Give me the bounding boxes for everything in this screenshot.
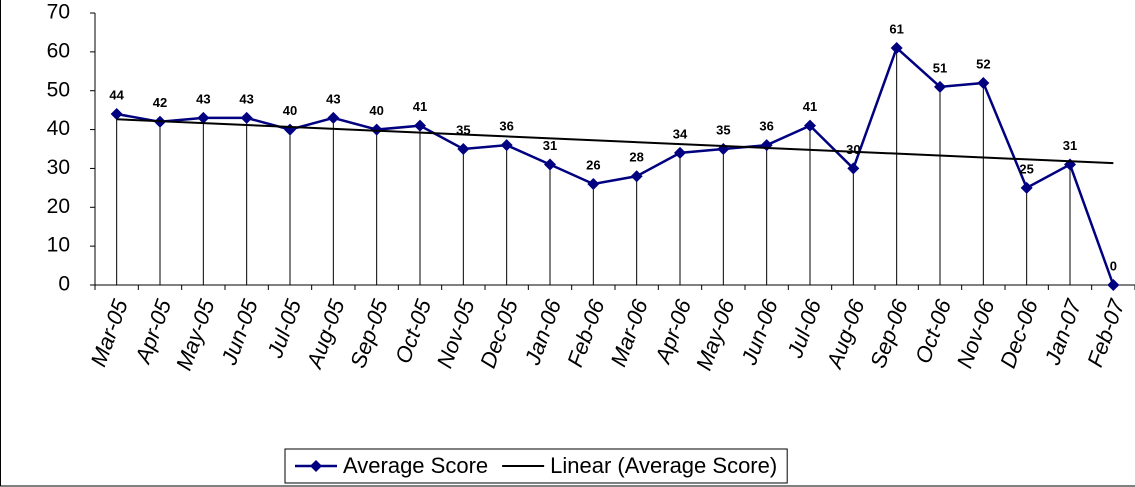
- marker: [544, 158, 556, 171]
- y-tick-label: 10: [47, 234, 70, 257]
- data-label: 31: [543, 138, 557, 153]
- marker: [197, 111, 210, 124]
- x-tick-label: Jul-06: [782, 295, 827, 362]
- marker: [110, 108, 123, 121]
- x-tick-label: May-06: [691, 295, 740, 373]
- data-label: 61: [889, 21, 903, 36]
- x-tick-label: Jun-06: [736, 295, 783, 368]
- data-label: 52: [976, 56, 990, 71]
- x-tick-label: Apr-06: [650, 295, 697, 368]
- x-tick-label: May-05: [171, 295, 220, 373]
- marker: [457, 143, 470, 155]
- data-label: 41: [413, 99, 427, 114]
- x-tick-label: Nov-06: [952, 295, 1000, 371]
- y-tick-label: 40: [47, 117, 70, 140]
- marker: [717, 143, 730, 155]
- data-label: 34: [673, 126, 688, 141]
- data-label: 31: [1063, 138, 1077, 153]
- y-tick-label: 20: [47, 195, 70, 218]
- data-label: 43: [239, 91, 253, 106]
- legend: Average Score Linear (Average Score): [284, 448, 788, 484]
- x-tick-label: Feb-07: [1082, 295, 1130, 370]
- x-tick-label: Jan-07: [1039, 295, 1086, 368]
- x-tick-label: Nov-05: [432, 295, 480, 371]
- series-line: [116, 45, 1115, 286]
- x-tick-label: Dec-06: [995, 295, 1043, 371]
- x-tick-label: Apr-05: [130, 295, 177, 368]
- x-tick-label: Oct-06: [910, 295, 956, 366]
- data-label: 40: [283, 103, 297, 118]
- x-tick-label: Jul-05: [262, 295, 307, 362]
- y-tick-label: 70: [47, 1, 70, 24]
- y-tick-label: 30: [47, 156, 70, 179]
- x-tick-label: Sep-06: [865, 295, 913, 371]
- x-tick-label: Aug-05: [301, 295, 350, 373]
- data-label: 0: [1110, 258, 1117, 273]
- x-tick-label: Jan-06: [519, 295, 566, 368]
- marker: [284, 123, 296, 136]
- y-tick-label: 0: [58, 273, 70, 296]
- marker: [370, 123, 383, 136]
- marker: [630, 170, 643, 183]
- marker: [500, 139, 513, 152]
- legend-marker: [310, 460, 322, 472]
- data-label: 26: [586, 157, 600, 172]
- data-label: 35: [716, 122, 730, 137]
- marker: [674, 146, 686, 159]
- x-tick-label: Feb-06: [562, 295, 610, 370]
- x-tick-label: Jun-05: [216, 295, 263, 368]
- marker: [587, 177, 600, 190]
- data-label: 28: [629, 150, 643, 165]
- marker: [760, 139, 773, 152]
- trendline: [116, 118, 1114, 165]
- marker: [934, 80, 946, 93]
- marker: [890, 41, 903, 54]
- legend-label: Linear (Average Score): [550, 453, 777, 478]
- data-label: 40: [369, 103, 383, 118]
- marker: [804, 119, 816, 132]
- y-tick-label: 60: [47, 39, 70, 62]
- data-label: 43: [326, 91, 340, 106]
- marker: [240, 111, 253, 124]
- x-tick-label: Mar-06: [606, 295, 653, 369]
- x-tick-label: Mar-05: [86, 295, 133, 369]
- marker: [1107, 279, 1120, 291]
- data-label: 44: [109, 87, 124, 102]
- data-label: 41: [803, 99, 817, 114]
- marker: [1020, 181, 1033, 194]
- data-label: 36: [499, 119, 513, 134]
- data-label: 43: [196, 91, 210, 106]
- marker: [414, 119, 426, 132]
- marker: [847, 162, 860, 175]
- data-label: 51: [933, 60, 947, 75]
- x-tick-label: Oct-05: [390, 295, 436, 366]
- x-tick-label: Dec-05: [475, 295, 523, 371]
- x-tick-label: Sep-05: [345, 295, 393, 371]
- x-tick-label: Aug-06: [821, 295, 870, 373]
- data-label: 25: [1019, 161, 1033, 176]
- data-label: 30: [846, 142, 860, 157]
- marker: [977, 76, 990, 89]
- marker: [327, 111, 340, 124]
- data-label: 42: [153, 95, 167, 110]
- data-label: 36: [759, 119, 773, 134]
- y-tick-label: 50: [47, 78, 70, 101]
- legend-label: Average Score: [343, 453, 488, 478]
